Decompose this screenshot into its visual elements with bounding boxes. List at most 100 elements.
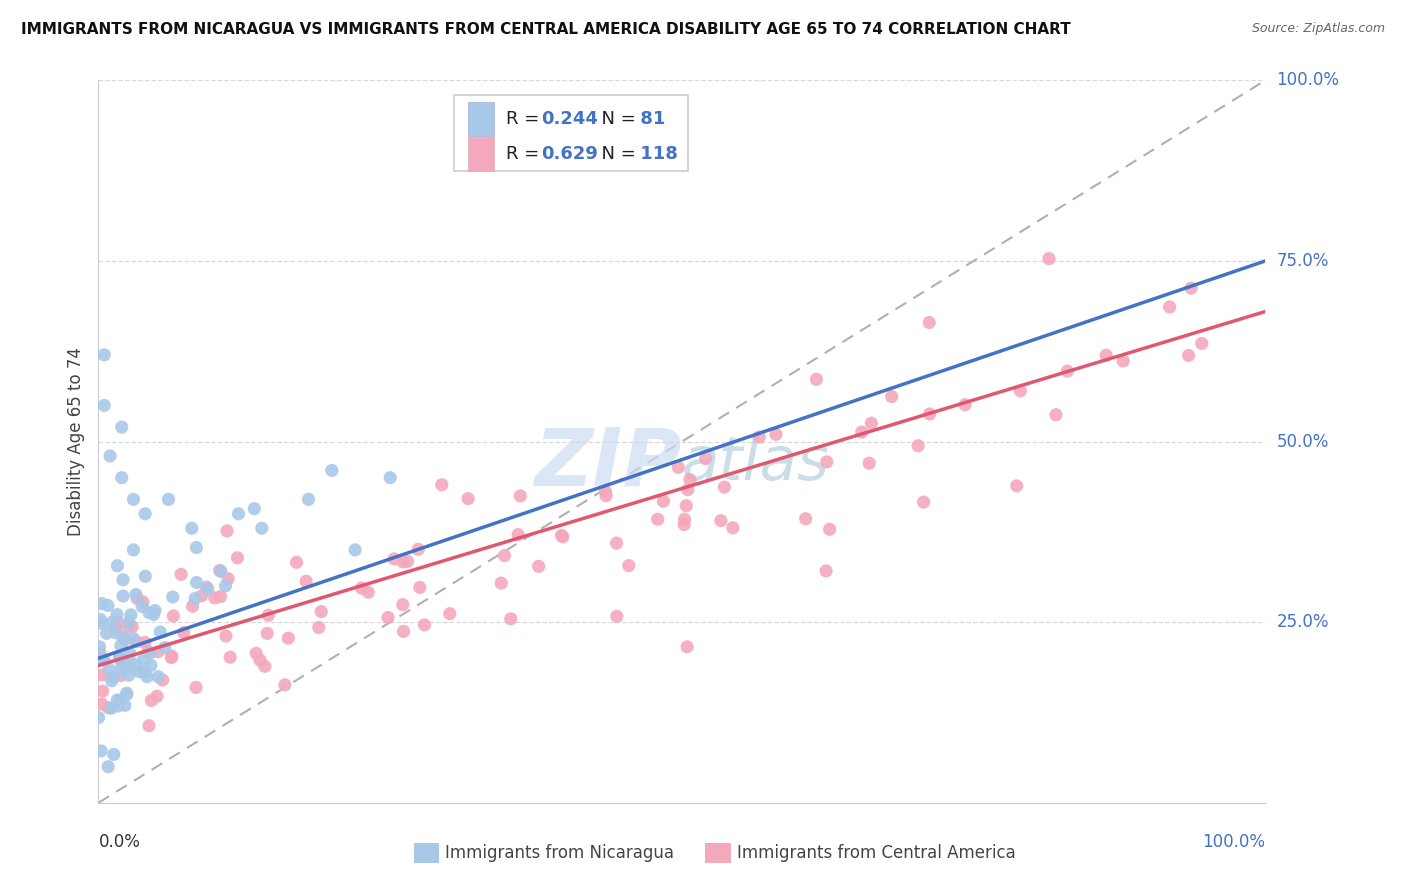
Point <box>413 618 436 632</box>
Point <box>308 620 330 634</box>
Point <box>111 470 134 484</box>
Point <box>162 590 184 604</box>
Point <box>131 599 153 614</box>
Point <box>721 521 744 535</box>
Point <box>815 455 838 469</box>
Point <box>391 598 413 612</box>
Point <box>111 573 134 587</box>
Point <box>108 650 131 665</box>
Point <box>134 569 156 583</box>
Point <box>87 710 110 724</box>
Text: N =: N = <box>589 145 636 163</box>
Text: 0.0%: 0.0% <box>98 833 141 851</box>
Point <box>118 615 141 629</box>
Point <box>382 552 405 566</box>
Point <box>256 626 278 640</box>
Point <box>186 575 208 590</box>
Point <box>204 591 226 605</box>
Point <box>380 470 402 484</box>
Point <box>118 668 141 682</box>
Point <box>430 477 453 491</box>
Point <box>679 473 702 487</box>
Bar <box>468 102 494 136</box>
Point <box>1095 348 1118 362</box>
Point <box>160 650 183 665</box>
Point <box>153 640 176 655</box>
Point <box>180 521 202 535</box>
Point <box>89 646 111 660</box>
Point <box>1191 336 1213 351</box>
Point <box>148 670 170 684</box>
Point <box>309 605 332 619</box>
Text: 118: 118 <box>634 145 678 163</box>
Point <box>90 651 112 665</box>
Point <box>491 576 513 591</box>
Point <box>138 606 160 620</box>
Point <box>110 639 132 653</box>
Point <box>112 589 135 603</box>
Point <box>409 581 432 595</box>
Point <box>97 599 120 613</box>
Point <box>103 670 125 684</box>
Point <box>115 687 138 701</box>
Point <box>125 588 148 602</box>
Text: 81: 81 <box>634 110 665 128</box>
Point <box>208 564 231 578</box>
Point <box>245 646 267 660</box>
Point <box>136 644 159 658</box>
Point <box>148 644 170 658</box>
Point <box>111 657 134 671</box>
Point <box>606 609 628 624</box>
Point <box>606 536 628 550</box>
Bar <box>468 136 494 171</box>
Point <box>1177 349 1199 363</box>
Point <box>125 634 148 648</box>
Point <box>138 719 160 733</box>
Point <box>101 615 124 629</box>
Point <box>494 549 516 563</box>
Text: Source: ZipAtlas.com: Source: ZipAtlas.com <box>1251 22 1385 36</box>
Point <box>173 625 195 640</box>
Point <box>149 624 172 639</box>
Point <box>392 555 415 569</box>
Point <box>595 489 617 503</box>
Text: 100.0%: 100.0% <box>1202 833 1265 851</box>
Point <box>160 649 183 664</box>
Point <box>121 619 143 633</box>
Point <box>647 512 669 526</box>
Y-axis label: Disability Age 65 to 74: Disability Age 65 to 74 <box>66 347 84 536</box>
Point <box>90 668 112 682</box>
Point <box>860 417 883 431</box>
Point <box>104 621 127 635</box>
Point <box>128 665 150 679</box>
Point <box>439 607 461 621</box>
Text: 0.629: 0.629 <box>541 145 598 163</box>
Point <box>114 632 136 647</box>
Text: IMMIGRANTS FROM NICARAGUA VS IMMIGRANTS FROM CENTRAL AMERICA DISABILITY AGE 65 T: IMMIGRANTS FROM NICARAGUA VS IMMIGRANTS … <box>21 22 1071 37</box>
Point <box>90 744 112 758</box>
Point <box>170 567 193 582</box>
Point <box>100 701 122 715</box>
Point <box>214 579 236 593</box>
Point <box>457 491 479 506</box>
Point <box>695 451 717 466</box>
Point <box>90 597 112 611</box>
Point <box>105 615 128 630</box>
Point <box>215 629 238 643</box>
Point <box>297 492 319 507</box>
Point <box>110 668 132 682</box>
Point <box>806 372 828 386</box>
Point <box>132 595 155 609</box>
Point <box>1112 354 1135 368</box>
Point <box>141 693 163 707</box>
Point <box>122 632 145 646</box>
Point <box>100 673 122 688</box>
Point <box>1038 252 1060 266</box>
Point <box>673 517 696 532</box>
Point <box>190 589 212 603</box>
Point <box>257 608 280 623</box>
Point <box>344 542 367 557</box>
Point <box>120 607 142 622</box>
Point <box>181 599 204 614</box>
Point <box>112 654 135 668</box>
